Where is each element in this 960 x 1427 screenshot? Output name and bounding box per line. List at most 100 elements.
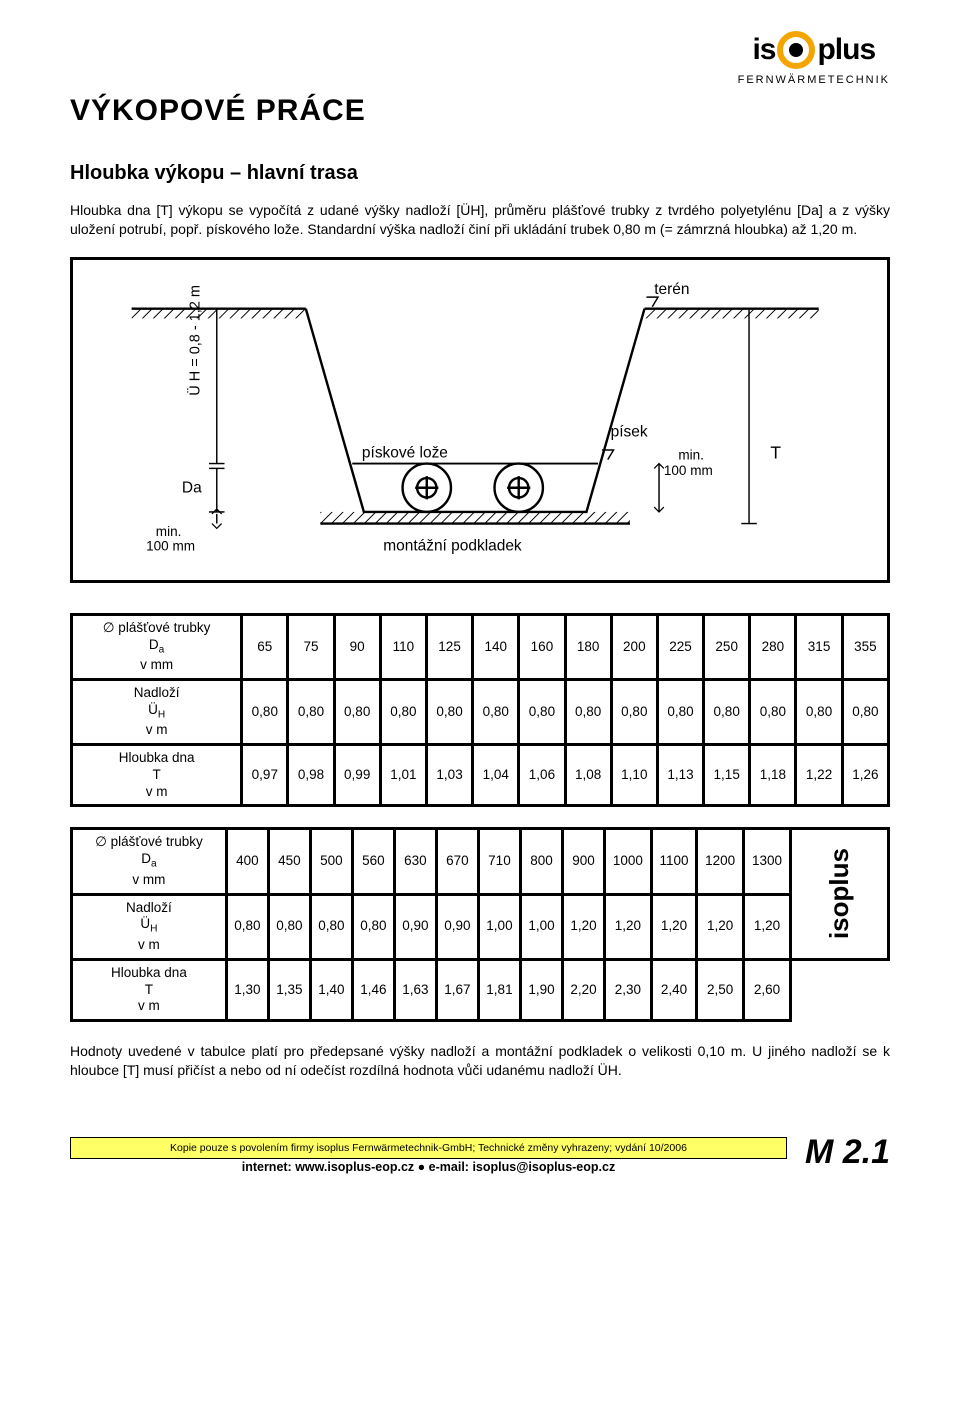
- table1-cell: 225: [657, 614, 703, 679]
- table2-cell: 900: [562, 829, 604, 894]
- footer-contact: internet: www.isoplus-eop.cz ● e-mail: i…: [70, 1159, 787, 1176]
- table1-cell: 0,80: [519, 679, 565, 744]
- svg-text:100 mm: 100 mm: [146, 538, 195, 553]
- table1-cell: 0,98: [288, 744, 334, 806]
- table1-cell: 1,13: [657, 744, 703, 806]
- table2-rowlabel-0: ∅ plášťové trubkyDav mm: [72, 829, 227, 894]
- table2-cell: 400: [226, 829, 268, 894]
- table1-cell: 0,80: [704, 679, 750, 744]
- page-code: M 2.1: [805, 1130, 890, 1176]
- table2-cell: 1,40: [310, 959, 352, 1021]
- intro-paragraph: Hloubka dna [T] výkopu se vypočítá z uda…: [70, 201, 890, 239]
- table1-cell: 0,80: [842, 679, 888, 744]
- page-footer: Kopie pouze s povolením firmy isoplus Fe…: [70, 1130, 890, 1176]
- table2-cell: 1,20: [697, 894, 744, 959]
- table1-rowlabel-0: ∅ plášťové trubkyDav mm: [72, 614, 242, 679]
- svg-text:písek: písek: [611, 423, 648, 440]
- table1-cell: 180: [565, 614, 611, 679]
- table1-cell: 1,04: [473, 744, 519, 806]
- table2-cell: 1,30: [226, 959, 268, 1021]
- table1-cell: 0,80: [611, 679, 657, 744]
- table2-cell: 670: [436, 829, 478, 894]
- table1-cell: 0,80: [334, 679, 380, 744]
- table1-cell: 1,22: [796, 744, 842, 806]
- logo-text-right: plus: [817, 30, 875, 71]
- table2-cell: 0,80: [310, 894, 352, 959]
- table2-cell: 450: [268, 829, 310, 894]
- table1-cell: 75: [288, 614, 334, 679]
- table2-cell: 2,50: [697, 959, 744, 1021]
- table2-rowlabel-2: Hloubka dnaTv m: [72, 959, 227, 1021]
- logo-subtitle: FERNWÄRMETECHNIK: [738, 73, 890, 88]
- table2-rowlabel-1: NadložíÜHv m: [72, 894, 227, 959]
- table2-cell: 2,30: [604, 959, 651, 1021]
- table-1: ∅ plášťové trubkyDav mm65759011012514016…: [70, 613, 890, 808]
- svg-text:montážní podkladek: montážní podkladek: [383, 537, 522, 554]
- table1-cell: 90: [334, 614, 380, 679]
- brand-logo: is plus FERNWÄRMETECHNIK: [738, 30, 890, 87]
- table1-cell: 1,03: [426, 744, 472, 806]
- table2-cell: 1,20: [562, 894, 604, 959]
- table2-cell: 800: [520, 829, 562, 894]
- table1-cell: 160: [519, 614, 565, 679]
- table2-cell: 710: [478, 829, 520, 894]
- table1-cell: 1,10: [611, 744, 657, 806]
- table1-cell: 250: [704, 614, 750, 679]
- table2-cell: 1,63: [394, 959, 436, 1021]
- table1-cell: 0,99: [334, 744, 380, 806]
- table2-cell: 0,80: [226, 894, 268, 959]
- table2-cell: 2,20: [562, 959, 604, 1021]
- table1-cell: 140: [473, 614, 519, 679]
- table2-cell: 1,20: [744, 894, 791, 959]
- page-title: VÝKOPOVÉ PRÁCE: [70, 91, 890, 132]
- table1-cell: 1,18: [750, 744, 796, 806]
- table2-cell: 1,46: [352, 959, 394, 1021]
- table2-cell: 1300: [744, 829, 791, 894]
- table1-cell: 0,80: [750, 679, 796, 744]
- table2-cell: 1,00: [478, 894, 520, 959]
- table1-cell: 1,26: [842, 744, 888, 806]
- table1-cell: 125: [426, 614, 472, 679]
- table2-cell: 1100: [651, 829, 697, 894]
- table1-cell: 200: [611, 614, 657, 679]
- svg-text:terén: terén: [654, 281, 689, 298]
- table2-cell: 2,60: [744, 959, 791, 1021]
- table2-cell: 2,40: [651, 959, 697, 1021]
- table2-cell: 1000: [604, 829, 651, 894]
- table2-cell: 1,81: [478, 959, 520, 1021]
- table1-cell: 0,80: [657, 679, 703, 744]
- table2-cell: 500: [310, 829, 352, 894]
- svg-text:100 mm: 100 mm: [664, 463, 713, 478]
- table1-cell: 0,80: [796, 679, 842, 744]
- table2-cell: 1,35: [268, 959, 310, 1021]
- table1-cell: 355: [842, 614, 888, 679]
- table1-cell: 0,97: [242, 744, 288, 806]
- svg-text:Ü H = 0,8 - 1,2 m: Ü H = 0,8 - 1,2 m: [185, 285, 203, 396]
- table1-cell: 0,80: [242, 679, 288, 744]
- table2-cell: 1,67: [436, 959, 478, 1021]
- table1-cell: 280: [750, 614, 796, 679]
- table2-cell: 1200: [697, 829, 744, 894]
- table2-cell: 630: [394, 829, 436, 894]
- table2-sidebar: isoplus: [790, 829, 888, 959]
- svg-text:Da: Da: [182, 479, 202, 496]
- trench-diagram: terén písek pískové lože montážní podkla…: [70, 257, 890, 583]
- logo-target-icon: [777, 31, 815, 69]
- table-2: ∅ plášťové trubkyDav mm40045050056063067…: [70, 827, 890, 1022]
- table2-cell: 0,80: [268, 894, 310, 959]
- svg-text:min.: min.: [678, 447, 704, 462]
- table1-cell: 0,80: [565, 679, 611, 744]
- table1-cell: 110: [380, 614, 426, 679]
- table1-cell: 0,80: [473, 679, 519, 744]
- table2-cell: 0,90: [394, 894, 436, 959]
- table2-cell: 0,90: [436, 894, 478, 959]
- table1-cell: 1,06: [519, 744, 565, 806]
- logo-text-left: is: [752, 30, 775, 71]
- svg-text:T: T: [770, 442, 781, 462]
- table1-cell: 0,80: [288, 679, 334, 744]
- table1-cell: 1,01: [380, 744, 426, 806]
- table1-rowlabel-2: Hloubka dnaTv m: [72, 744, 242, 806]
- note-paragraph: Hodnoty uvedené v tabulce platí pro před…: [70, 1042, 890, 1080]
- footer-copyright: Kopie pouze s povolením firmy isoplus Fe…: [70, 1137, 787, 1159]
- table1-cell: 1,08: [565, 744, 611, 806]
